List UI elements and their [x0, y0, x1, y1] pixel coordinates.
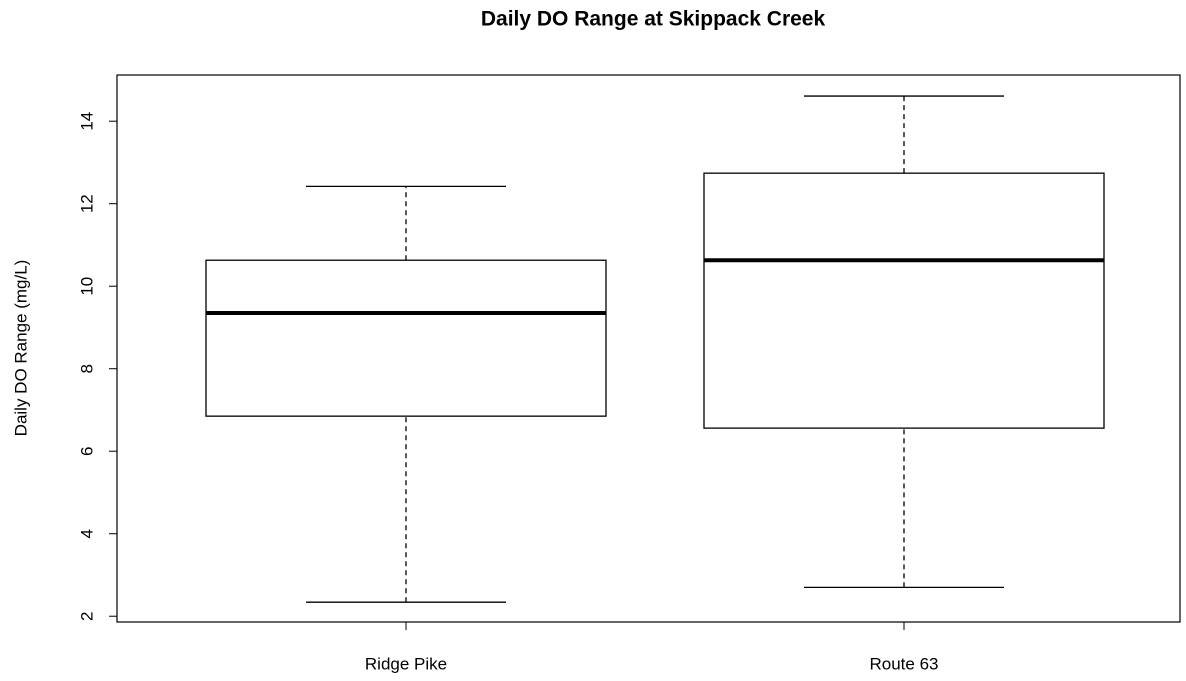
box [703, 172, 1105, 429]
y-tick-label: 10 [77, 277, 96, 296]
x-tick-label: Ridge Pike [365, 654, 447, 673]
x-tick-label: Route 63 [870, 654, 939, 673]
y-tick-label: 4 [77, 529, 96, 538]
y-tick-label: 14 [77, 112, 96, 131]
y-axis-label: Daily DO Range (mg/L) [11, 260, 30, 437]
box [205, 259, 607, 417]
chart-title: Daily DO Range at Skippack Creek [481, 8, 826, 31]
y-tick-label: 2 [77, 611, 96, 620]
y-tick-label: 8 [77, 364, 96, 373]
y-tick-label: 12 [77, 194, 96, 213]
y-tick-label: 6 [77, 446, 96, 455]
plot-frame [116, 74, 1181, 623]
